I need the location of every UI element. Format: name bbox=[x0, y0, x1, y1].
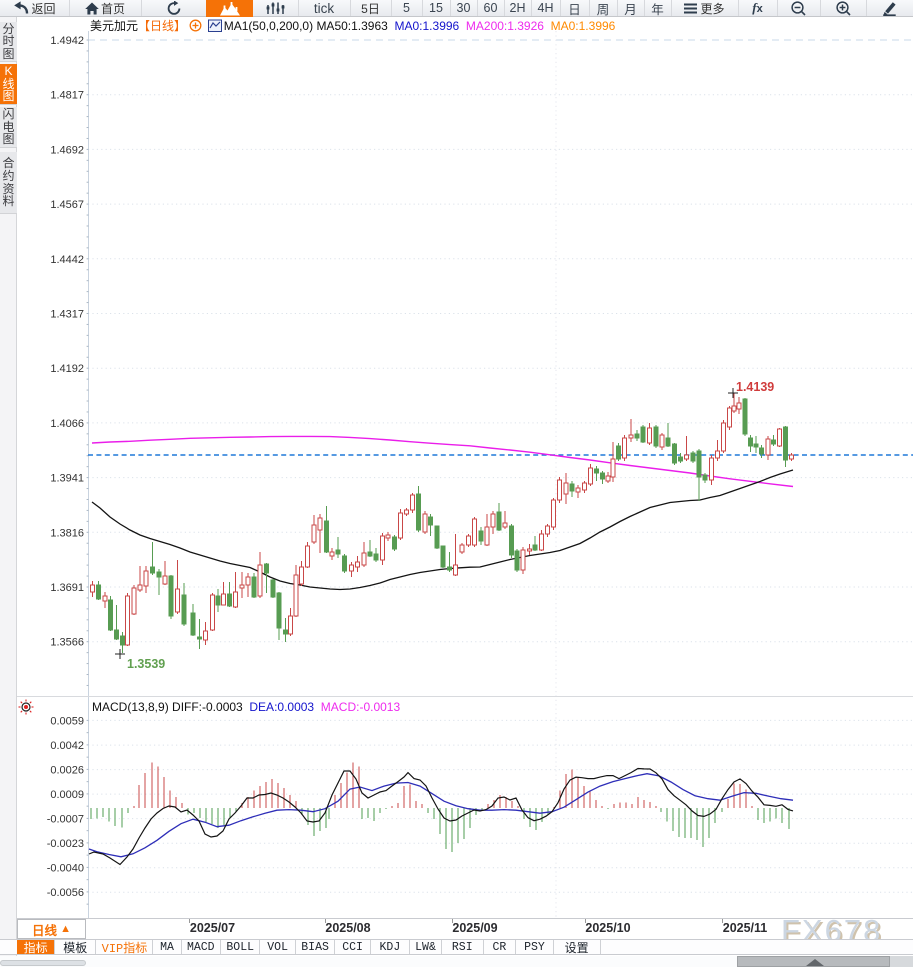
svg-text:0.0026: 0.0026 bbox=[50, 765, 84, 777]
svg-text:1.4139: 1.4139 bbox=[736, 380, 774, 394]
svg-text:-0.0007: -0.0007 bbox=[47, 814, 84, 826]
svg-text:1.4942: 1.4942 bbox=[50, 35, 84, 47]
svg-text:1.4817: 1.4817 bbox=[50, 90, 84, 102]
svg-text:0.0059: 0.0059 bbox=[50, 715, 84, 727]
svg-text:1.4192: 1.4192 bbox=[50, 363, 84, 375]
svg-text:1.3566: 1.3566 bbox=[50, 637, 84, 649]
svg-text:1.4442: 1.4442 bbox=[50, 254, 84, 266]
svg-text:0.0042: 0.0042 bbox=[50, 740, 84, 752]
svg-text:-0.0040: -0.0040 bbox=[47, 863, 84, 875]
svg-text:1.4692: 1.4692 bbox=[50, 144, 84, 156]
svg-text:1.3691: 1.3691 bbox=[50, 582, 84, 594]
svg-text:0.0009: 0.0009 bbox=[50, 789, 84, 801]
svg-text:1.4567: 1.4567 bbox=[50, 199, 84, 211]
svg-text:1.3941: 1.3941 bbox=[50, 473, 84, 485]
svg-text:1.4066: 1.4066 bbox=[50, 418, 84, 430]
svg-text:1.3539: 1.3539 bbox=[127, 657, 165, 671]
svg-text:-0.0023: -0.0023 bbox=[47, 838, 84, 850]
svg-text:1.3816: 1.3816 bbox=[50, 527, 84, 539]
svg-text:1.4317: 1.4317 bbox=[50, 309, 84, 321]
svg-text:-0.0056: -0.0056 bbox=[47, 887, 84, 899]
